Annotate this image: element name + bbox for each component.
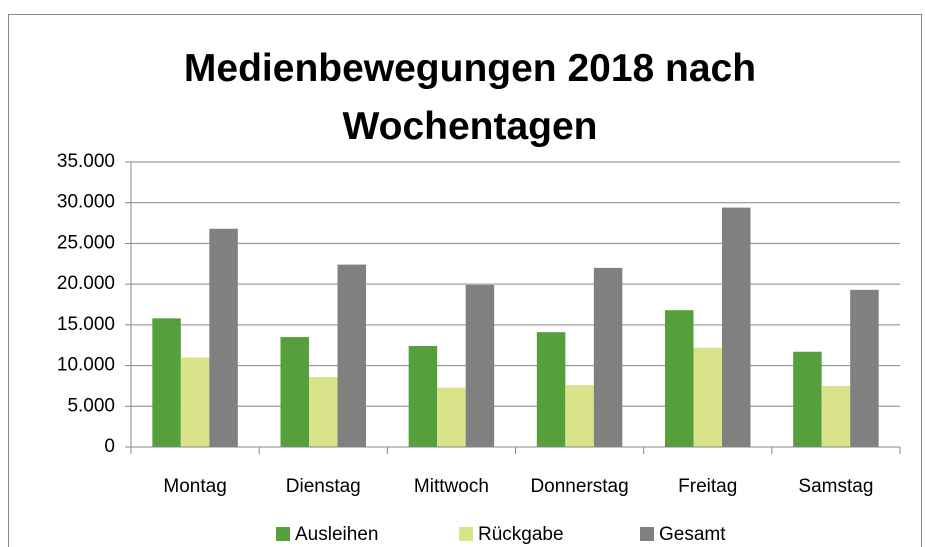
y-tick-label: 0: [104, 436, 115, 457]
bar: [152, 318, 181, 447]
chart-title: Medienbewegungen 2018 nach Wochentagen: [183, 47, 757, 148]
bar: [309, 376, 338, 447]
x-tick-label: Dienstag: [286, 476, 361, 497]
x-tick-label: Freitag: [678, 476, 737, 497]
bar: [665, 310, 694, 447]
legend-label: Gesamt: [659, 524, 726, 545]
bar: [793, 351, 822, 447]
x-tick-label: Samstag: [798, 476, 873, 497]
x-tick-label: Mittwoch: [414, 476, 489, 497]
bar: [536, 332, 566, 447]
bar: [821, 385, 851, 447]
bar: [408, 346, 438, 447]
y-tick-label: 20.000: [57, 273, 115, 294]
y-tick-label: 25.000: [57, 232, 115, 253]
y-tick-label: 15.000: [57, 314, 115, 335]
bar: [722, 207, 751, 447]
bar: [850, 289, 879, 447]
bar: [565, 385, 594, 447]
legend-swatch: [276, 527, 290, 541]
legend-swatch: [640, 527, 654, 541]
legend-swatch: [459, 527, 473, 541]
x-tick-label: Donnerstag: [530, 476, 628, 497]
x-tick-label: Montag: [163, 476, 226, 497]
chart-border: [8, 14, 922, 547]
y-tick-label: 30.000: [57, 192, 115, 213]
bar: [180, 357, 210, 447]
y-tick-label: 35.000: [57, 151, 115, 172]
bar: [465, 284, 495, 447]
legend-label: Ausleihen: [295, 524, 378, 545]
bar: [280, 337, 309, 447]
y-tick-label: 10.000: [57, 355, 115, 376]
bar: [593, 267, 623, 447]
y-tick-label: 5.000: [67, 395, 115, 416]
bar: [337, 264, 366, 447]
bar: [693, 347, 722, 447]
bar: [209, 228, 238, 447]
bar: [437, 387, 466, 447]
legend-label: Rückgabe: [478, 524, 564, 545]
